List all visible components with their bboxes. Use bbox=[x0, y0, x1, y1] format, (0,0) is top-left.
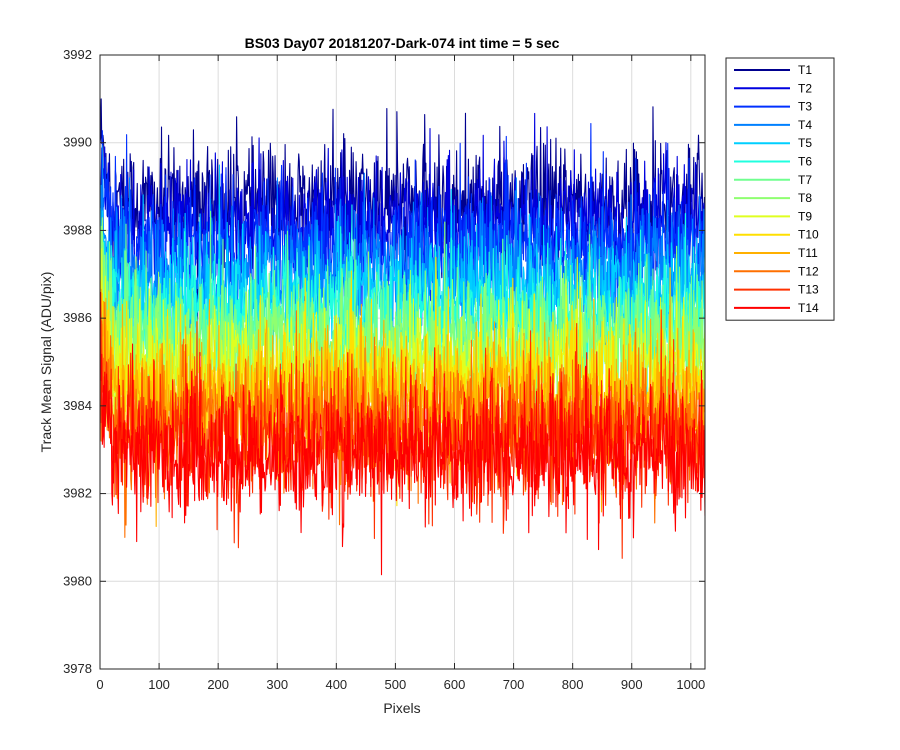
series-line-t14 bbox=[100, 291, 705, 576]
x-tick-label: 100 bbox=[148, 677, 170, 692]
ticks: 0 100 200 300 400 500 600 700 800 900 1000 3978 3980… bbox=[63, 47, 705, 692]
y-tick-label: 3984 bbox=[63, 398, 92, 413]
y-tick-label: 3992 bbox=[63, 47, 92, 62]
y-tick-label: 3978 bbox=[63, 661, 92, 676]
legend-label: T7 bbox=[798, 173, 812, 187]
chart-title: BS03 Day07 20181207-Dark-074 int time = … bbox=[245, 35, 560, 51]
y-tick-label: 3988 bbox=[63, 222, 92, 237]
x-tick-label: 500 bbox=[385, 677, 407, 692]
series-layer bbox=[100, 98, 705, 576]
y-tick-label: 3980 bbox=[63, 573, 92, 588]
legend-label: T5 bbox=[798, 136, 812, 150]
x-tick-label: 900 bbox=[621, 677, 643, 692]
legend-label: T13 bbox=[798, 283, 819, 297]
plot-frame bbox=[99, 54, 706, 670]
legend-label: T4 bbox=[798, 118, 812, 132]
legend-label: T11 bbox=[798, 246, 818, 260]
legend-label: T12 bbox=[798, 264, 819, 278]
legend-label: T6 bbox=[798, 155, 812, 169]
x-tick-label: 300 bbox=[266, 677, 288, 692]
y-tick-label: 3990 bbox=[63, 135, 92, 150]
legend-label: T3 bbox=[798, 100, 812, 114]
x-tick-label: 400 bbox=[325, 677, 347, 692]
y-tick-label: 3982 bbox=[63, 486, 92, 501]
y-axis-label: Track Mean Signal (ADU/pix) bbox=[38, 272, 54, 453]
legend-label: T9 bbox=[798, 209, 812, 223]
y-tick-label: 3986 bbox=[63, 310, 92, 325]
x-tick-label: 0 bbox=[96, 677, 103, 692]
legend: T1 T2 T3 T4 T5 T6 T7 T8 T9 T10 T11 T12 T13 T14 bbox=[725, 57, 835, 321]
x-axis-label: Pixels bbox=[383, 700, 420, 716]
legend-box bbox=[725, 57, 835, 321]
legend-label: T2 bbox=[798, 81, 812, 95]
x-tick-label: 700 bbox=[503, 677, 525, 692]
x-tick-label: 600 bbox=[444, 677, 466, 692]
x-tick-label: 200 bbox=[207, 677, 229, 692]
x-tick-label: 800 bbox=[562, 677, 584, 692]
legend-label: T1 bbox=[798, 63, 812, 77]
legend-label: T10 bbox=[798, 228, 819, 242]
legend-label: T8 bbox=[798, 191, 812, 205]
x-tick-label: 1000 bbox=[676, 677, 705, 692]
legend-label: T14 bbox=[798, 301, 819, 315]
